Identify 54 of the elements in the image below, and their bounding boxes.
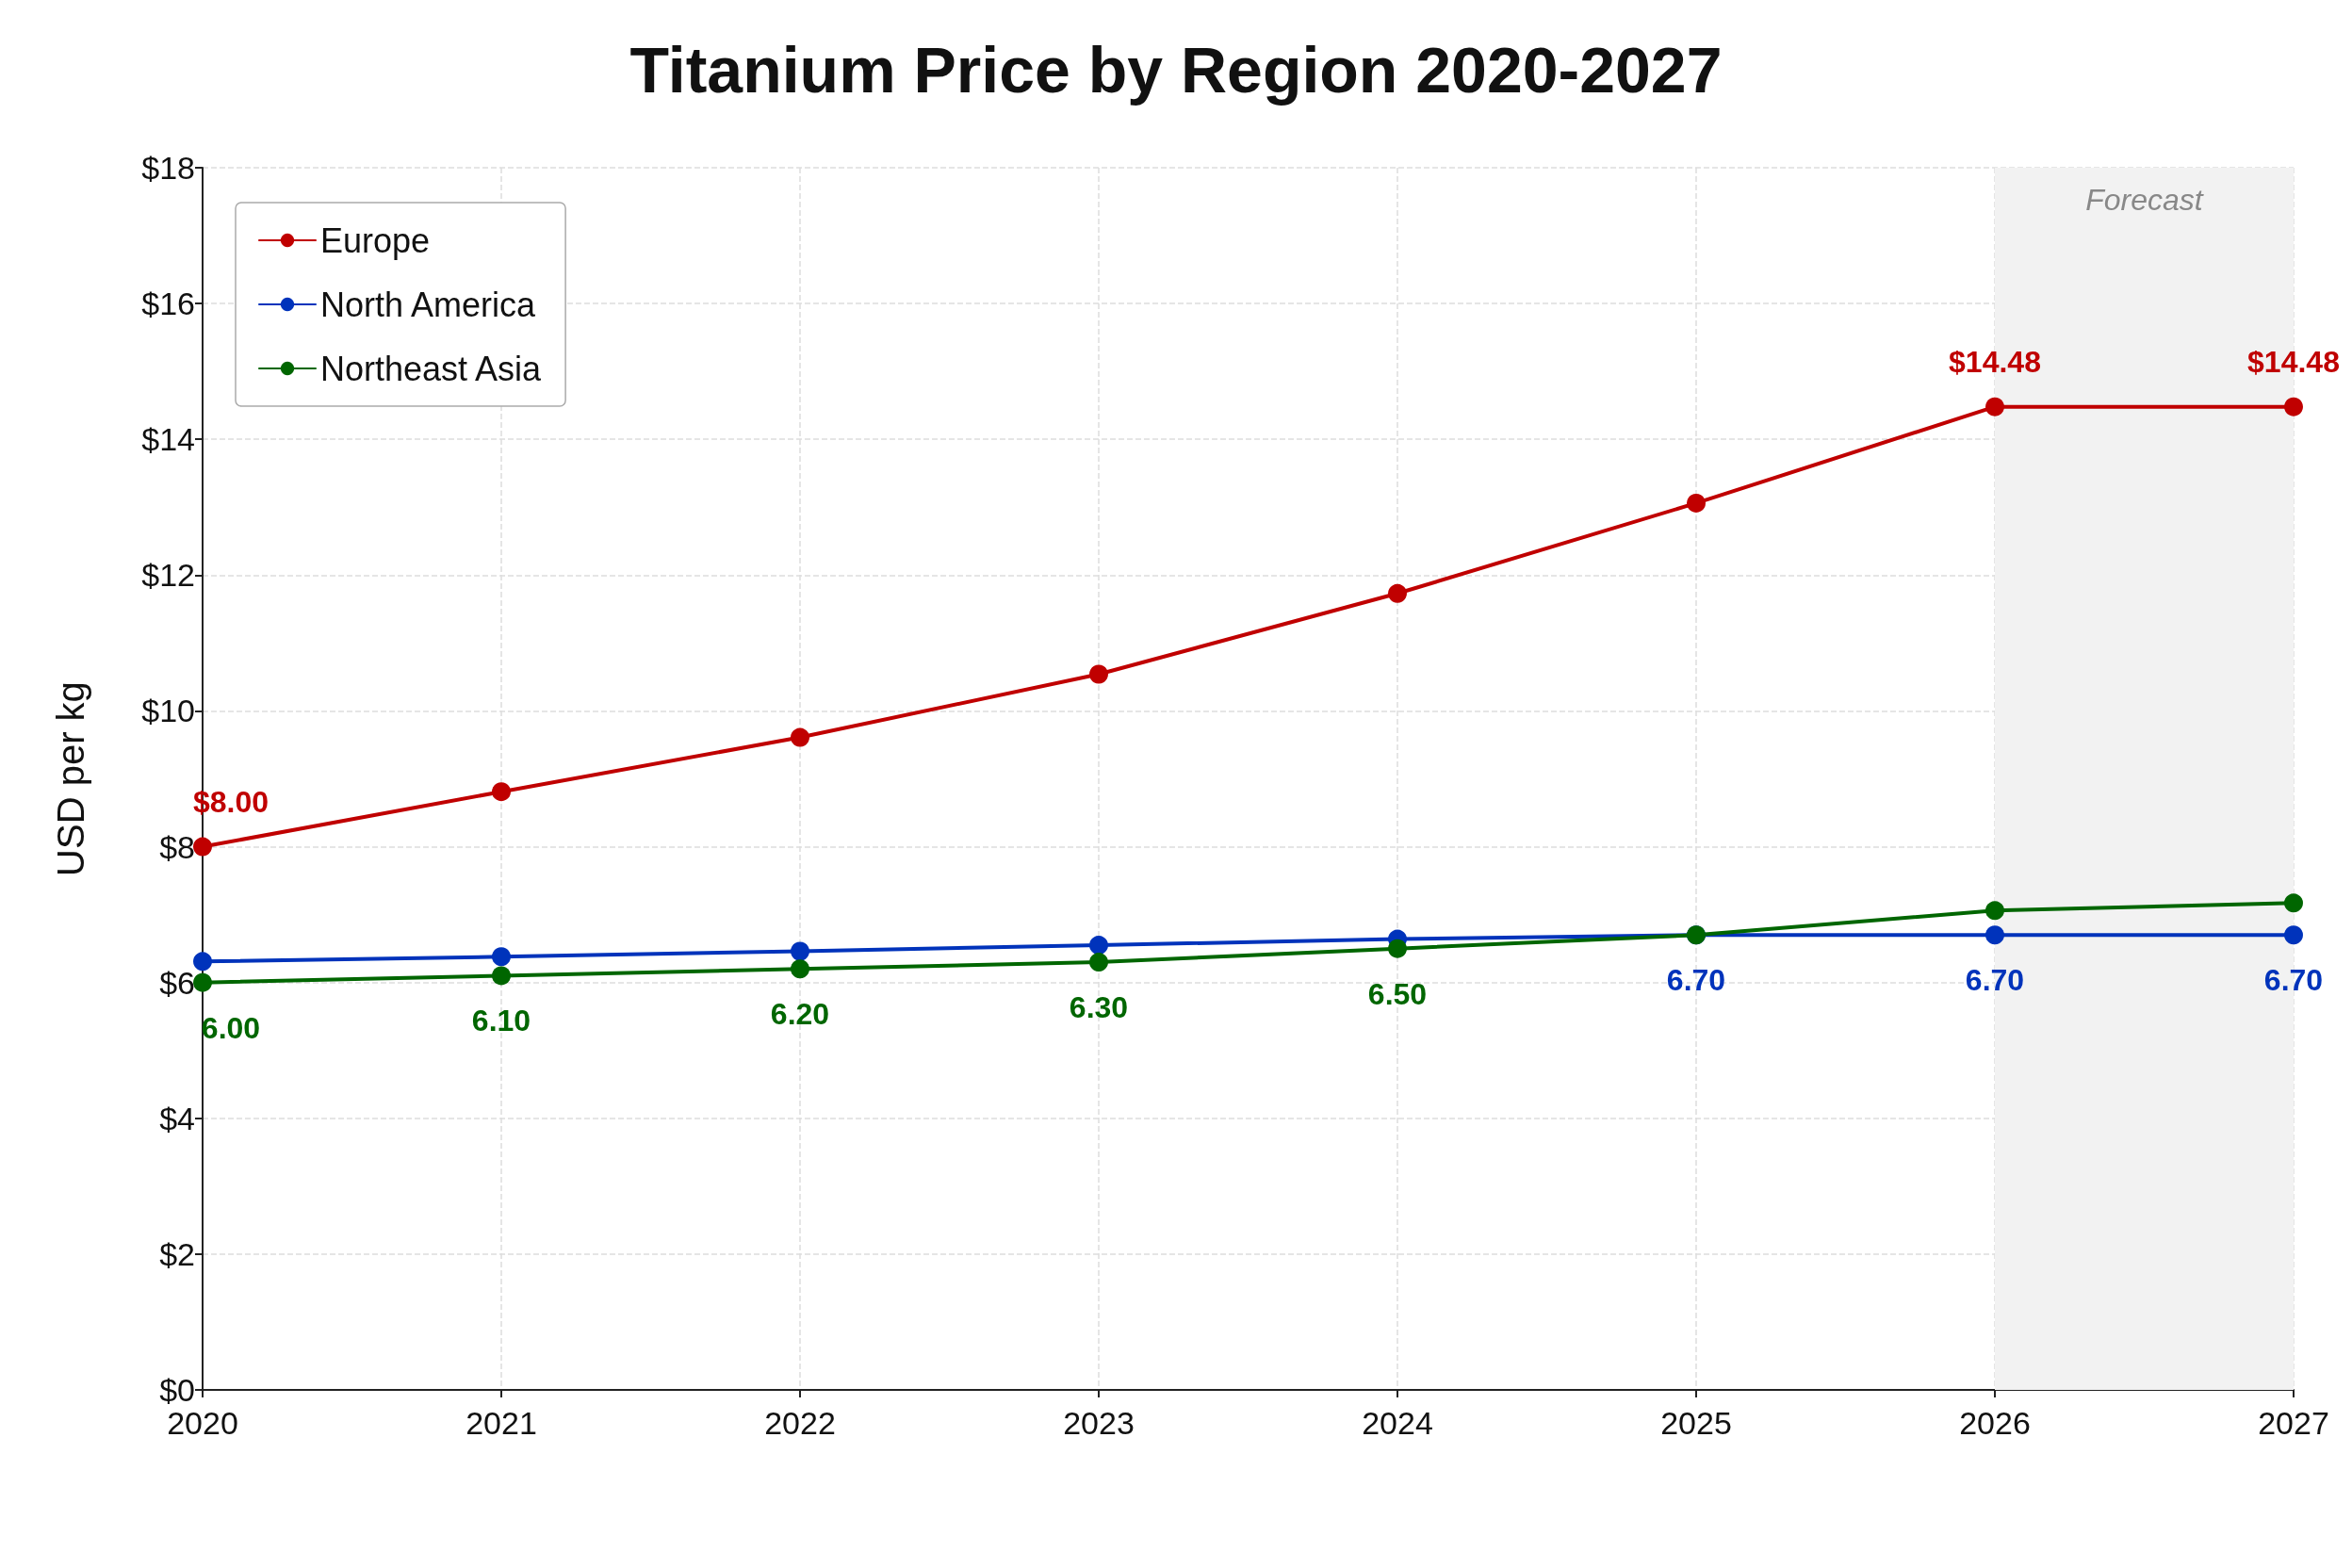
point xyxy=(1388,939,1407,958)
x-tick-label: 2020 xyxy=(167,1405,238,1441)
y-tick-label: $4 xyxy=(159,1100,195,1136)
x-tick-label: 2024 xyxy=(1362,1405,1433,1441)
data-label: $14.48 xyxy=(1949,344,2041,379)
point xyxy=(791,727,809,747)
point xyxy=(2284,925,2303,945)
y-tick-label: $14 xyxy=(141,421,195,458)
y-tick-label: $18 xyxy=(141,150,195,186)
point xyxy=(2284,397,2303,416)
point xyxy=(2284,893,2303,913)
point xyxy=(492,966,511,986)
data-label: 6.50 xyxy=(1367,976,1428,1011)
data-label: $14.48 xyxy=(2247,344,2340,379)
point xyxy=(1687,493,1706,513)
y-axis-title: USD per kg xyxy=(50,681,91,876)
x-tick-label: 2025 xyxy=(1660,1405,1732,1441)
x-tick-label: 2023 xyxy=(1063,1405,1135,1441)
data-label: 6.10 xyxy=(471,1004,531,1038)
data-label: 6.20 xyxy=(770,997,830,1032)
y-tick-label: $2 xyxy=(159,1235,195,1272)
point xyxy=(1388,583,1407,603)
y-tick-label: $10 xyxy=(141,693,195,729)
point xyxy=(1985,397,2004,416)
y-tick-label: $6 xyxy=(159,964,195,1001)
chart-title: Titanium Price by Region 2020-2027 xyxy=(629,34,1723,106)
point xyxy=(193,837,212,857)
legend-label: Europe xyxy=(320,220,431,260)
y-tick-label: $12 xyxy=(141,557,195,594)
point xyxy=(1985,901,2004,921)
point xyxy=(492,782,511,802)
y-tick-label: $8 xyxy=(159,828,195,865)
legend-label: North America xyxy=(320,285,537,324)
point xyxy=(1089,936,1108,956)
data-label: 6.70 xyxy=(2263,963,2324,998)
point xyxy=(791,959,809,979)
x-tick-label: 2026 xyxy=(1959,1405,2031,1441)
y-tick-label: $0 xyxy=(159,1372,195,1408)
y-tick-label: $16 xyxy=(141,286,195,322)
band-label: Forecast xyxy=(2085,183,2204,217)
data-label: 6.70 xyxy=(1666,963,1726,998)
point xyxy=(492,947,511,967)
point xyxy=(1985,925,2004,945)
point xyxy=(193,952,212,972)
data-label: 6.30 xyxy=(1069,990,1129,1025)
point xyxy=(1089,664,1108,684)
point xyxy=(791,941,809,961)
point xyxy=(193,972,212,992)
x-tick-label: 2021 xyxy=(466,1405,537,1441)
data-label: 6.70 xyxy=(1965,963,2025,998)
x-tick-label: 2022 xyxy=(764,1405,836,1441)
legend-label: Northeast Asia xyxy=(320,349,543,388)
x-tick-label: 2027 xyxy=(2258,1405,2329,1441)
point xyxy=(1089,953,1108,972)
